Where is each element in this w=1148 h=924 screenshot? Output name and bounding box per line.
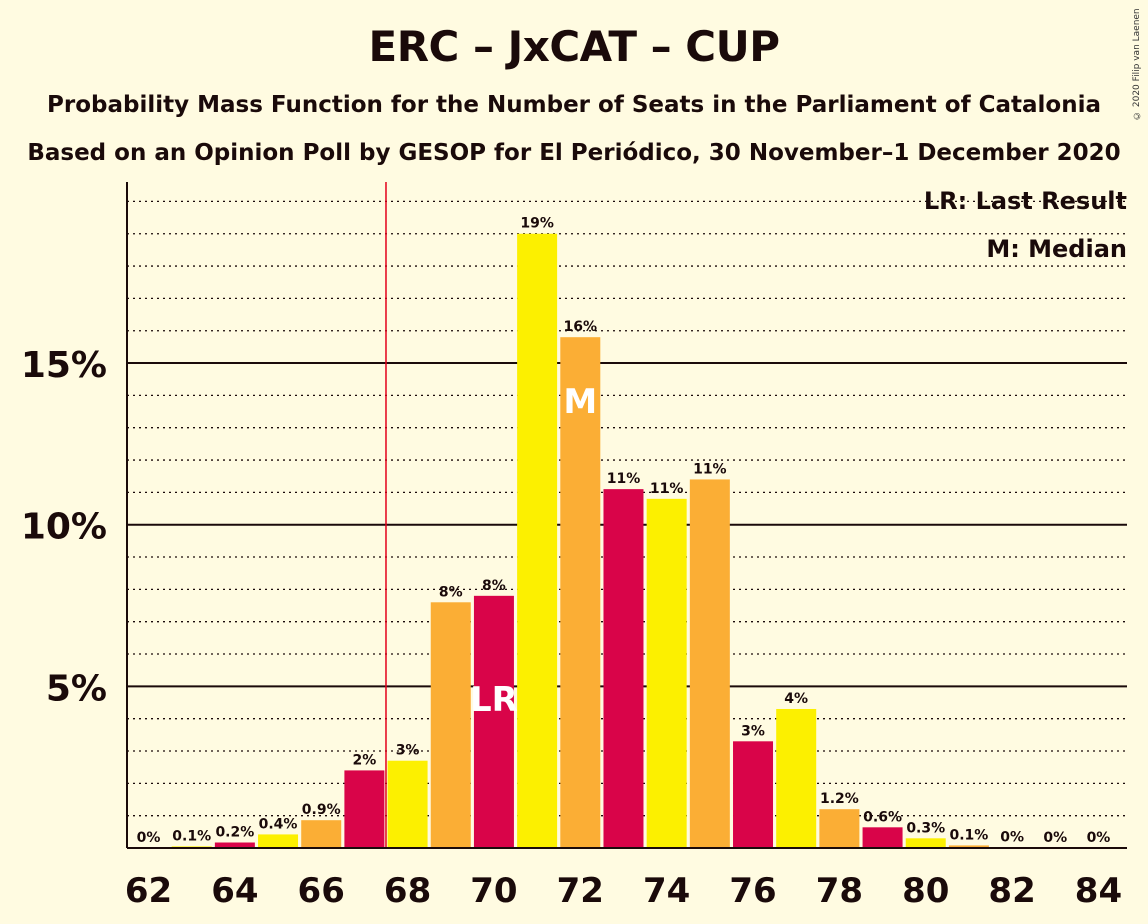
x-tick-label: 64	[211, 871, 258, 911]
x-tick-label: 80	[902, 871, 949, 911]
bar-labels: 0% 0.1% 0.2%0.4%0.9%2%3%8% 8%19%16%11%11%11…	[137, 216, 1111, 846]
y-tick-label: 15%	[21, 345, 107, 386]
x-tick-label: 74	[643, 871, 690, 911]
bar-value-label: 4%	[784, 691, 808, 707]
bar-value-label: 3%	[396, 743, 420, 759]
bar-value-label: 2%	[353, 752, 377, 768]
bar-value-label: 8%	[439, 584, 463, 600]
bar-value-label: 0.6%	[863, 809, 902, 825]
bar-value-label: 11%	[650, 481, 684, 497]
bar	[560, 337, 601, 848]
bar-value-label: 0.2%	[215, 825, 254, 841]
bar-value-label: 0%	[1000, 830, 1024, 846]
chart-subtitle: Probability Mass Function for the Number…	[47, 92, 1101, 118]
bar	[603, 489, 644, 848]
bar	[517, 233, 558, 848]
bar-value-label: 11%	[693, 461, 727, 477]
bar	[862, 827, 903, 848]
bar	[387, 760, 428, 848]
bar	[646, 498, 687, 848]
bar-value-label: 0.9%	[302, 802, 341, 818]
bar	[214, 842, 255, 848]
legend-last-result: LR: Last Result	[924, 187, 1127, 215]
chart-source-line: Based on an Opinion Poll by GESOP for El…	[27, 140, 1121, 166]
axes: 5% 10% 15% 62 64 66 68 70 72 74 76 78 80 82 84	[21, 182, 1127, 911]
last-result-marker: LR	[470, 680, 518, 720]
x-tick-label: 70	[470, 871, 517, 911]
legend-median: M: Median	[986, 235, 1127, 263]
bar-value-label: 1.2%	[820, 791, 859, 807]
bar	[258, 834, 299, 848]
x-tick-label: 66	[298, 871, 345, 911]
bar-value-label: 3%	[741, 723, 765, 739]
bar-value-label: 19%	[520, 216, 554, 232]
x-tick-label: 84	[1075, 871, 1122, 911]
bar	[776, 708, 817, 848]
bar-value-label: 16%	[564, 319, 598, 335]
bar	[430, 602, 471, 848]
bar-value-label: 0.3%	[906, 820, 945, 836]
median-marker: M	[563, 382, 597, 422]
y-tick-label: 5%	[46, 668, 107, 709]
bar-value-label: 0.4%	[259, 816, 298, 832]
bar	[344, 770, 385, 848]
bar	[819, 809, 860, 848]
x-tick-label: 72	[557, 871, 604, 911]
x-tick-label: 62	[125, 871, 172, 911]
bar	[689, 479, 730, 848]
bar	[733, 741, 774, 848]
y-tick-label: 10%	[21, 507, 107, 548]
bar-value-label: 8%	[482, 578, 506, 594]
legend: LR: Last Result M: Median	[924, 187, 1127, 263]
x-tick-label: 82	[988, 871, 1035, 911]
bar-value-label: 0.1%	[950, 827, 989, 843]
bar	[948, 845, 989, 848]
x-tick-label: 78	[816, 871, 863, 911]
x-tick-label: 76	[729, 871, 776, 911]
bar-value-label: 0%	[1087, 830, 1111, 846]
bar-value-label: 0%	[137, 830, 161, 846]
bar	[473, 595, 514, 848]
x-tick-label: 68	[384, 871, 431, 911]
chart-title: ERC – JxCAT – CUP	[368, 22, 781, 71]
bar	[905, 838, 946, 848]
bar-value-label: 0.1%	[172, 828, 211, 844]
bar-value-label: 11%	[607, 471, 641, 487]
bars	[171, 233, 1033, 848]
bar	[301, 820, 342, 848]
bar-value-label: 0%	[1043, 830, 1067, 846]
